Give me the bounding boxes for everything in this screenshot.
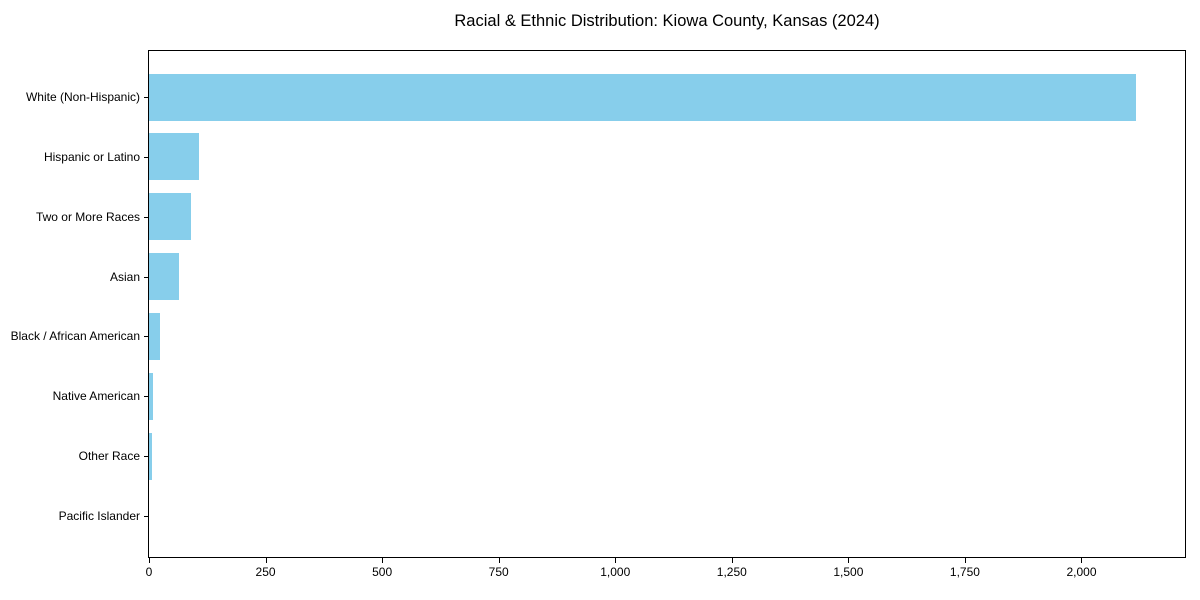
y-tick-mark	[144, 336, 148, 338]
x-tick-label-1250: 1,250	[716, 565, 747, 579]
y-tick-label-asian: Asian	[109, 269, 140, 284]
y-tick-label-white-non-hispanic: White (Non-Hispanic)	[25, 90, 140, 104]
x-tick-label-1500: 1,500	[833, 565, 864, 579]
plot-area	[148, 50, 1186, 558]
y-tick-mark	[144, 515, 148, 517]
x-tick-label-1000: 1,000	[600, 565, 631, 579]
x-tick-mark	[964, 558, 966, 563]
y-tick-mark	[144, 276, 148, 278]
bar-hispanic-or-latino	[149, 133, 200, 181]
x-tick-mark	[1081, 558, 1083, 563]
x-tick-mark	[382, 558, 384, 563]
x-tick-mark	[731, 558, 733, 563]
y-tick-label-two-or-more-races: Two or More Races	[35, 209, 140, 224]
x-tick-mark	[615, 558, 617, 563]
x-tick-label-2000: 2,000	[1066, 565, 1097, 579]
y-tick-mark	[144, 156, 148, 158]
x-tick-label-0: 0	[145, 565, 153, 579]
bar-two-or-more-races	[149, 193, 191, 241]
x-tick-mark	[149, 558, 150, 563]
y-tick-label-pacific-islander: Pacific Islander	[58, 508, 140, 523]
x-tick-label-250: 250	[255, 565, 276, 579]
y-tick-label-hispanic-or-latino: Hispanic or Latino	[43, 149, 140, 164]
y-tick-label-native-american: Native American	[52, 389, 140, 404]
chart-title: Racial & Ethnic Distribution: Kiowa Coun…	[454, 12, 880, 30]
bar-black-african-american	[149, 312, 161, 360]
bar-white-non-hispanic	[149, 73, 1136, 121]
y-tick-label-black-african-american: Black / African American	[10, 329, 140, 344]
x-tick-label-750: 750	[488, 565, 509, 579]
x-tick-mark	[848, 558, 850, 563]
x-tick-label-1750: 1,750	[949, 565, 980, 579]
x-tick-mark	[265, 558, 267, 563]
y-tick-mark	[144, 396, 148, 398]
y-tick-mark	[144, 216, 148, 218]
x-tick-mark	[498, 558, 500, 563]
y-tick-mark	[144, 456, 148, 458]
bar-other-race	[149, 432, 153, 480]
bar-asian	[149, 253, 179, 301]
y-tick-mark	[144, 97, 148, 98]
y-tick-label-other-race: Other Race	[78, 449, 140, 464]
bar-native-american	[149, 372, 154, 420]
x-tick-label-500: 500	[372, 565, 393, 579]
